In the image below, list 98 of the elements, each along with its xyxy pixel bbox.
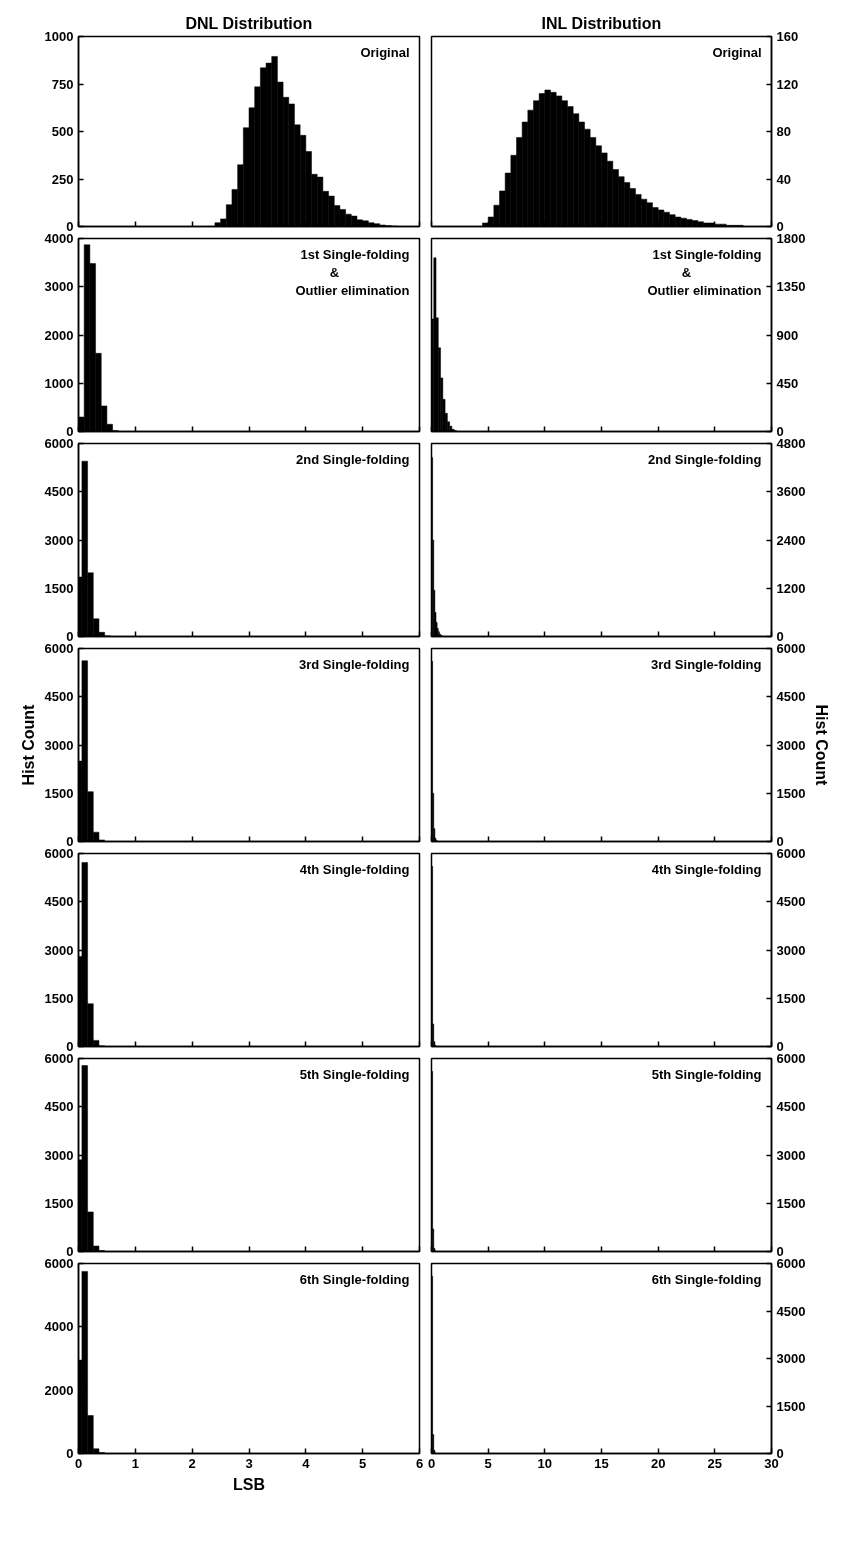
x-tick-label: 5 — [484, 1455, 492, 1471]
y-tick-label: 4000 — [44, 1319, 74, 1335]
y-tick-label: 3000 — [44, 532, 74, 548]
annotation: 5th Single-folding — [299, 1066, 410, 1082]
y-tick-label: 4500 — [776, 689, 806, 705]
y-tick-label: 0 — [776, 219, 784, 234]
annotation: Original — [360, 44, 410, 60]
annotation: 1st Single-folding & Outlier elimination — [295, 246, 410, 298]
y-tick-label: 0 — [66, 424, 74, 439]
x-tick-label: 2 — [188, 1455, 196, 1471]
y-tick-label: 0 — [66, 219, 74, 234]
chart-title: INL Distribution — [541, 14, 662, 32]
x-tick-label: 6 — [415, 1455, 424, 1471]
x-tick-label: 0 — [427, 1455, 436, 1471]
y-tick-label: 6000 — [44, 641, 74, 656]
y-tick-label: 1500 — [44, 990, 74, 1006]
y-tick-label: 4800 — [776, 436, 806, 451]
annotation: 6th Single-folding — [651, 1271, 762, 1287]
y-tick-label: 450 — [776, 375, 799, 391]
y-tick-label: 6000 — [44, 1256, 74, 1271]
y-tick-label: 3000 — [44, 1147, 74, 1163]
y-tick-label: 1500 — [776, 1195, 806, 1211]
annotation: Original — [712, 44, 762, 60]
x-tick-label: 20 — [650, 1455, 666, 1471]
y-tick-label: 3000 — [44, 279, 74, 295]
y-tick-label: 4500 — [44, 894, 74, 910]
annotation: 3rd Single-folding — [651, 656, 762, 672]
y-tick-label: 3000 — [776, 1351, 806, 1366]
x-tick-label: 4 — [302, 1455, 311, 1471]
y-tick-label: 1500 — [44, 1195, 74, 1211]
annotation: 4th Single-folding — [651, 861, 762, 877]
x-tick-label: 10 — [537, 1455, 553, 1471]
y-tick-label: 500 — [51, 124, 74, 139]
y-tick-label: 4500 — [776, 894, 806, 910]
y-tick-label: 1350 — [776, 279, 806, 295]
y-tick-label: 80 — [776, 124, 791, 139]
y-tick-label: 3000 — [776, 737, 806, 753]
annotation: 2nd Single-folding — [648, 451, 762, 467]
y-tick-label: 160 — [776, 29, 799, 44]
y-tick-label: 4500 — [44, 484, 74, 500]
y-tick-label: 3000 — [44, 737, 74, 753]
y-tick-label: 0 — [66, 1244, 74, 1259]
chart-title: DNL Distribution — [185, 14, 313, 32]
annotation: 6th Single-folding — [299, 1271, 410, 1287]
y-tick-label: 40 — [776, 171, 791, 187]
y-tick-label: 2000 — [44, 327, 74, 343]
y-tick-label: 0 — [776, 1244, 784, 1259]
y-tick-label: 6000 — [44, 846, 74, 861]
x-axis-title: LSB — [233, 1475, 265, 1493]
x-tick-label: 25 — [707, 1455, 723, 1471]
y-tick-label: 4500 — [44, 1099, 74, 1115]
y-tick-label: 0 — [776, 629, 784, 644]
y-tick-label: 1500 — [44, 785, 74, 801]
y-tick-label: 3000 — [44, 942, 74, 958]
y-tick-label: 3000 — [776, 1147, 806, 1163]
y-tick-label: 1800 — [776, 231, 806, 246]
y-tick-label: 1500 — [776, 785, 806, 801]
y-tick-label: 3000 — [776, 942, 806, 958]
y-tick-label: 0 — [66, 834, 74, 849]
y-tick-label: 4500 — [776, 1303, 806, 1319]
x-tick-label: 1 — [131, 1455, 139, 1471]
y-tick-label: 6000 — [776, 846, 806, 861]
y-axis-title: Hist Count — [19, 703, 37, 786]
y-tick-label: 0 — [776, 1039, 784, 1054]
annotation: 3rd Single-folding — [299, 656, 410, 672]
y-tick-label: 1500 — [776, 1398, 806, 1414]
y-tick-label: 6000 — [776, 641, 806, 656]
y-tick-label: 900 — [776, 327, 799, 343]
y-tick-label: 4000 — [44, 231, 74, 246]
y-tick-label: 4500 — [776, 1099, 806, 1115]
y-tick-label: 6000 — [776, 1051, 806, 1066]
y-axis-title: Hist Count — [813, 704, 831, 787]
annotation: 1st Single-folding & Outlier elimination — [647, 246, 762, 298]
y-tick-label: 750 — [51, 76, 74, 92]
y-tick-label: 2400 — [776, 532, 806, 548]
y-tick-label: 250 — [51, 171, 74, 187]
y-tick-label: 1000 — [44, 375, 74, 391]
annotation: 5th Single-folding — [651, 1066, 762, 1082]
y-tick-label: 6000 — [44, 1051, 74, 1066]
x-tick-label: 5 — [359, 1455, 367, 1471]
x-tick-label: 15 — [594, 1455, 609, 1471]
x-tick-label: 3 — [245, 1455, 253, 1471]
y-tick-label: 0 — [776, 834, 784, 849]
y-tick-label: 6000 — [776, 1256, 806, 1271]
y-tick-label: 0 — [66, 629, 74, 644]
annotation: 2nd Single-folding — [296, 451, 410, 467]
y-tick-label: 120 — [776, 76, 799, 92]
y-tick-label: 2000 — [44, 1382, 74, 1398]
y-tick-label: 0 — [776, 424, 784, 439]
y-tick-label: 4500 — [44, 689, 74, 705]
y-tick-label: 0 — [66, 1039, 74, 1054]
y-tick-label: 6000 — [44, 436, 74, 451]
y-tick-label: 1500 — [44, 580, 74, 596]
y-tick-label: 1200 — [776, 580, 806, 596]
y-tick-label: 1500 — [776, 990, 806, 1006]
y-tick-label: 1000 — [44, 29, 74, 44]
y-tick-label: 3600 — [776, 484, 806, 500]
annotation: 4th Single-folding — [299, 861, 410, 877]
